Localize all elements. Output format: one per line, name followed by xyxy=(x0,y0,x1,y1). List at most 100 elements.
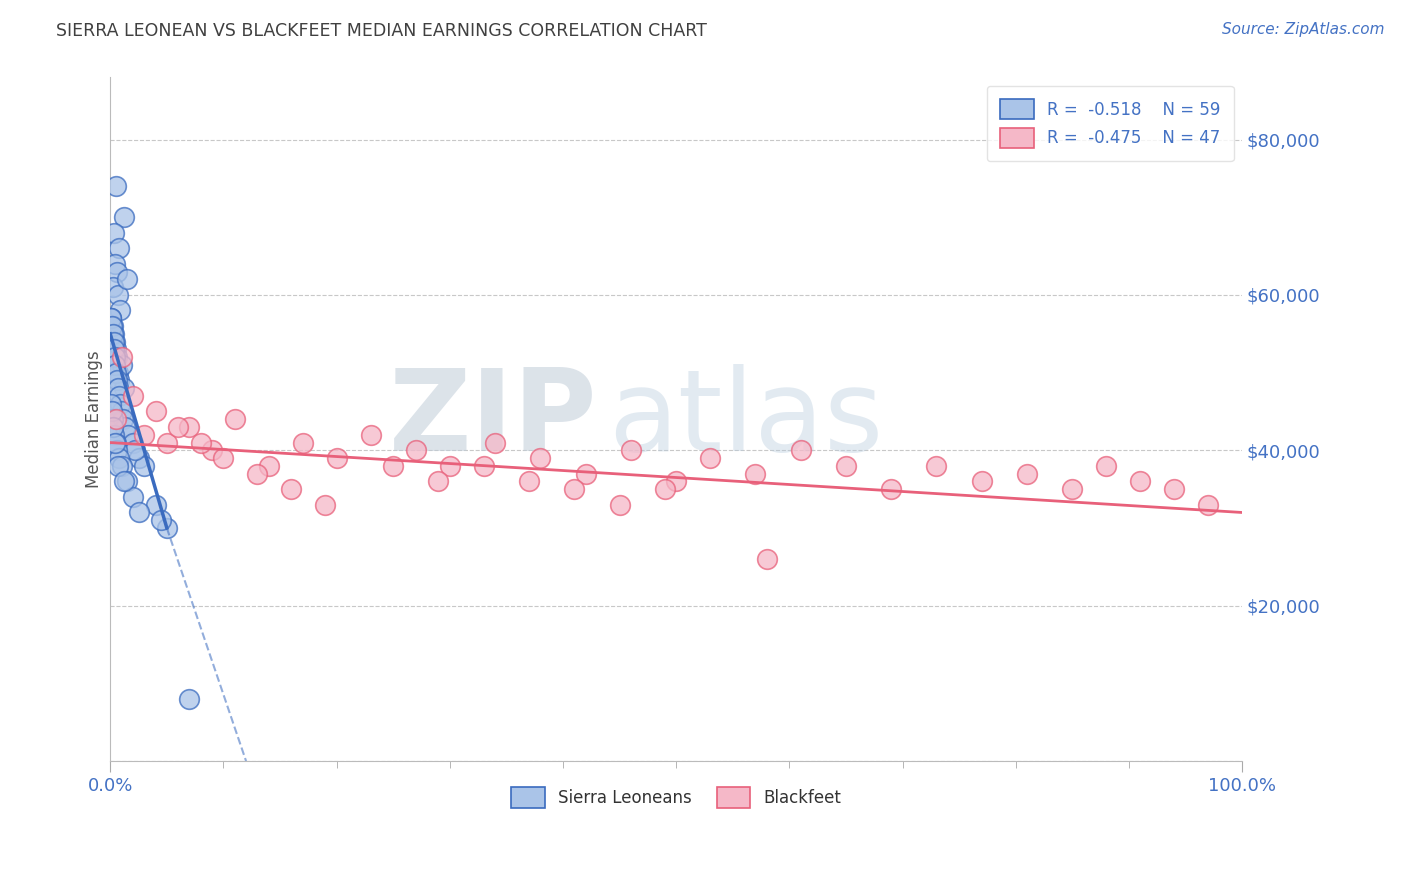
Point xyxy=(108,373,131,387)
Point xyxy=(100,311,122,326)
Point xyxy=(110,303,132,318)
Point xyxy=(112,381,135,395)
Point xyxy=(115,272,138,286)
Text: atlas: atlas xyxy=(609,364,883,475)
Point xyxy=(880,482,903,496)
Point xyxy=(110,358,132,372)
Point xyxy=(110,458,132,473)
Point xyxy=(484,435,506,450)
Point xyxy=(360,427,382,442)
Point xyxy=(103,226,125,240)
Point xyxy=(145,404,167,418)
Point xyxy=(128,451,150,466)
Point xyxy=(925,458,948,473)
Text: Source: ZipAtlas.com: Source: ZipAtlas.com xyxy=(1222,22,1385,37)
Point xyxy=(105,443,128,458)
Point xyxy=(1062,482,1084,496)
Point xyxy=(114,420,136,434)
Point xyxy=(291,435,314,450)
Point xyxy=(104,334,127,349)
Point xyxy=(314,498,336,512)
Point xyxy=(108,389,131,403)
Point xyxy=(104,179,127,194)
Point xyxy=(179,692,201,706)
Point xyxy=(107,381,129,395)
Y-axis label: Median Earnings: Median Earnings xyxy=(86,351,103,488)
Point xyxy=(620,443,643,458)
Point xyxy=(104,350,127,364)
Point xyxy=(1197,498,1219,512)
Text: SIERRA LEONEAN VS BLACKFEET MEDIAN EARNINGS CORRELATION CHART: SIERRA LEONEAN VS BLACKFEET MEDIAN EARNI… xyxy=(56,22,707,40)
Point xyxy=(103,334,125,349)
Point xyxy=(101,326,124,341)
Point xyxy=(122,435,145,450)
Point xyxy=(101,319,124,334)
Point xyxy=(110,397,132,411)
Point xyxy=(575,467,598,481)
Point xyxy=(150,513,173,527)
Point xyxy=(101,280,124,294)
Point xyxy=(179,420,201,434)
Point xyxy=(1163,482,1185,496)
Point xyxy=(108,241,131,255)
Point xyxy=(609,498,631,512)
Point xyxy=(104,257,127,271)
Point xyxy=(105,373,128,387)
Point xyxy=(104,435,127,450)
Point xyxy=(103,427,125,442)
Point xyxy=(835,458,858,473)
Point xyxy=(665,475,688,489)
Point xyxy=(122,389,145,403)
Point xyxy=(427,475,450,489)
Point xyxy=(117,427,139,442)
Point xyxy=(1095,458,1118,473)
Point xyxy=(105,265,128,279)
Point xyxy=(128,506,150,520)
Point xyxy=(280,482,302,496)
Point xyxy=(517,475,540,489)
Point xyxy=(104,435,127,450)
Point xyxy=(110,350,132,364)
Point xyxy=(122,490,145,504)
Point xyxy=(744,467,766,481)
Text: ZIP: ZIP xyxy=(388,364,598,475)
Point xyxy=(112,475,135,489)
Point xyxy=(107,458,129,473)
Point xyxy=(156,521,179,535)
Point xyxy=(108,451,131,466)
Point xyxy=(1015,467,1038,481)
Point xyxy=(257,458,280,473)
Point xyxy=(190,435,212,450)
Point xyxy=(105,350,128,364)
Point xyxy=(134,458,156,473)
Point xyxy=(472,458,495,473)
Legend: Sierra Leoneans, Blackfeet: Sierra Leoneans, Blackfeet xyxy=(505,780,848,814)
Point xyxy=(107,288,129,302)
Point xyxy=(167,420,190,434)
Point xyxy=(104,412,127,426)
Point xyxy=(107,366,129,380)
Point xyxy=(325,451,347,466)
Point xyxy=(103,326,125,341)
Point xyxy=(145,498,167,512)
Point xyxy=(405,443,427,458)
Point xyxy=(104,358,127,372)
Point xyxy=(103,343,125,357)
Point xyxy=(134,427,156,442)
Point xyxy=(124,443,146,458)
Point xyxy=(110,404,132,418)
Point xyxy=(562,482,585,496)
Point xyxy=(100,397,122,411)
Point xyxy=(439,458,461,473)
Point xyxy=(654,482,676,496)
Point xyxy=(1129,475,1152,489)
Point xyxy=(789,443,811,458)
Point xyxy=(101,412,124,426)
Point xyxy=(104,343,127,357)
Point xyxy=(101,319,124,334)
Point xyxy=(111,412,134,426)
Point xyxy=(104,366,127,380)
Point xyxy=(224,412,246,426)
Point xyxy=(212,451,235,466)
Point xyxy=(156,435,179,450)
